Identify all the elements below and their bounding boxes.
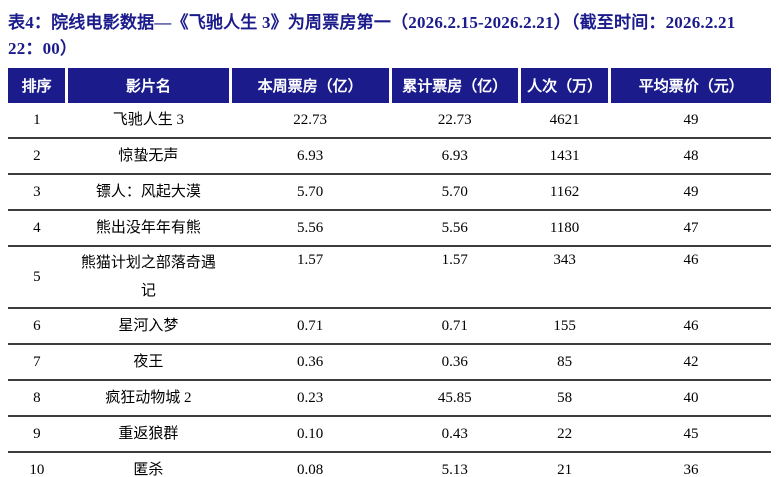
cell-rank: 10 — [8, 452, 67, 477]
cell-cumulative-boxoffice: 1.57 — [389, 246, 520, 309]
cell-cumulative-boxoffice: 45.85 — [389, 380, 520, 417]
table-row: 3 镖人：风起大漠 5.70 5.70 1162 49 — [8, 174, 771, 211]
table-row: 9 重返狼群 0.10 0.43 22 45 — [8, 416, 771, 453]
cell-admissions: 1431 — [518, 138, 610, 175]
cell-title: 夜王 — [65, 344, 231, 381]
table-row: 5 熊猫计划之部落奇遇记 1.57 1.57 343 46 — [8, 246, 771, 309]
cell-avg-price: 47 — [608, 210, 771, 247]
cell-avg-price: 49 — [608, 103, 771, 139]
cell-title: 星河入梦 — [65, 308, 231, 345]
cell-week-boxoffice: 0.36 — [229, 344, 391, 381]
cell-cumulative-boxoffice: 5.70 — [389, 174, 520, 211]
cell-rank: 6 — [8, 308, 67, 345]
cell-admissions: 85 — [518, 344, 610, 381]
cell-cumulative-boxoffice: 5.13 — [389, 452, 520, 477]
cell-admissions: 1162 — [518, 174, 610, 211]
cell-admissions: 21 — [518, 452, 610, 477]
table-header-row: 排序 影片名 本周票房（亿） 累计票房（亿） 人次（万） 平均票价（元） — [8, 68, 771, 103]
cell-week-boxoffice: 6.93 — [229, 138, 391, 175]
cell-title: 熊猫计划之部落奇遇记 — [65, 246, 231, 309]
cell-rank: 1 — [8, 103, 67, 139]
cell-admissions: 343 — [518, 246, 610, 309]
table-row: 2 惊蛰无声 6.93 6.93 1431 48 — [8, 138, 771, 175]
cell-cumulative-boxoffice: 22.73 — [389, 103, 520, 139]
cell-week-boxoffice: 0.08 — [229, 452, 391, 477]
cell-rank: 3 — [8, 174, 67, 211]
table-row: 1 飞驰人生 3 22.73 22.73 4621 49 — [8, 103, 771, 139]
cell-cumulative-boxoffice: 0.43 — [389, 416, 520, 453]
cell-week-boxoffice: 5.56 — [229, 210, 391, 247]
col-header-admissions: 人次（万） — [517, 68, 610, 103]
cell-admissions: 155 — [518, 308, 610, 345]
cell-week-boxoffice: 5.70 — [229, 174, 391, 211]
cell-title: 惊蛰无声 — [65, 138, 231, 175]
table-row: 8 疯狂动物城 2 0.23 45.85 58 40 — [8, 380, 771, 417]
cell-cumulative-boxoffice: 6.93 — [389, 138, 520, 175]
col-header-film-name: 影片名 — [65, 68, 231, 103]
table-row: 10 匿杀 0.08 5.13 21 36 — [8, 452, 771, 477]
cell-title: 镖人：风起大漠 — [65, 174, 231, 211]
cell-avg-price: 42 — [608, 344, 771, 381]
cell-week-boxoffice: 0.71 — [229, 308, 391, 345]
cell-rank: 8 — [8, 380, 67, 417]
cell-title: 熊出没年年有熊 — [65, 210, 231, 247]
box-office-table: 排序 影片名 本周票房（亿） 累计票房（亿） 人次（万） 平均票价（元） 1 飞驰… — [8, 68, 771, 477]
cell-avg-price: 49 — [608, 174, 771, 211]
cell-title: 重返狼群 — [65, 416, 231, 453]
cell-cumulative-boxoffice: 5.56 — [389, 210, 520, 247]
cell-rank: 5 — [8, 246, 67, 309]
cell-rank: 4 — [8, 210, 67, 247]
cell-avg-price: 46 — [608, 308, 771, 345]
table-row: 7 夜王 0.36 0.36 85 42 — [8, 344, 771, 381]
cell-avg-price: 45 — [608, 416, 771, 453]
col-header-week-boxoffice: 本周票房（亿） — [228, 68, 391, 103]
cell-admissions: 1180 — [518, 210, 610, 247]
cell-cumulative-boxoffice: 0.36 — [389, 344, 520, 381]
col-header-avg-price: 平均票价（元） — [608, 68, 771, 103]
cell-rank: 9 — [8, 416, 67, 453]
cell-avg-price: 36 — [608, 452, 771, 477]
table-body: 1 飞驰人生 3 22.73 22.73 4621 49 2 惊蛰无声 6.93 6.93 1431… — [8, 103, 771, 477]
cell-avg-price: 48 — [608, 138, 771, 175]
cell-rank: 7 — [8, 344, 67, 381]
cell-admissions: 4621 — [518, 103, 610, 139]
cell-week-boxoffice: 22.73 — [229, 103, 391, 139]
cell-week-boxoffice: 1.57 — [229, 246, 391, 309]
cell-title: 飞驰人生 3 — [65, 103, 231, 139]
cell-cumulative-boxoffice: 0.71 — [389, 308, 520, 345]
cell-title: 匿杀 — [65, 452, 231, 477]
col-header-rank: 排序 — [8, 68, 67, 103]
cell-admissions: 22 — [518, 416, 610, 453]
table-row: 4 熊出没年年有熊 5.56 5.56 1180 47 — [8, 210, 771, 247]
cell-avg-price: 40 — [608, 380, 771, 417]
table-title: 表4：院线电影数据—《飞驰人生 3》为周票房第一（2026.2.15-2026.… — [8, 13, 736, 58]
cell-admissions: 58 — [518, 380, 610, 417]
cell-avg-price: 46 — [608, 246, 771, 309]
cell-week-boxoffice: 0.10 — [229, 416, 391, 453]
cell-week-boxoffice: 0.23 — [229, 380, 391, 417]
table-row: 6 星河入梦 0.71 0.71 155 46 — [8, 308, 771, 345]
cell-title: 疯狂动物城 2 — [65, 380, 231, 417]
cell-rank: 2 — [8, 138, 67, 175]
col-header-cumulative-boxoffice: 累计票房（亿） — [388, 68, 520, 103]
